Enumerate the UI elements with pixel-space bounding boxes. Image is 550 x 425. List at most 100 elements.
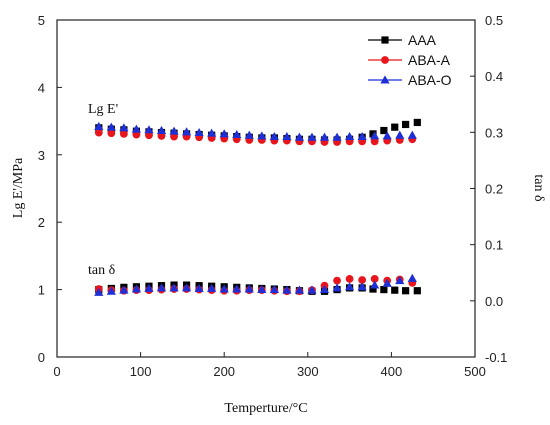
storage-modulus-point — [119, 130, 128, 138]
y-axis-right-title: tan δ — [531, 174, 546, 202]
y-right-tick-label: 0.0 — [485, 294, 503, 309]
tan-delta-point — [244, 284, 254, 293]
storage-modulus-point — [282, 132, 292, 141]
y-left-tick-label: 5 — [38, 13, 45, 28]
legend-marker — [381, 56, 389, 64]
tan-delta-point — [257, 285, 267, 294]
storage-modulus-point — [207, 128, 217, 137]
tan-delta-point — [357, 282, 367, 291]
marks-layer — [94, 118, 421, 296]
legend-label: ABA-O — [408, 72, 452, 88]
tan-delta-point — [369, 285, 377, 293]
storage-modulus-point — [345, 132, 355, 141]
legend-label: ABA-A — [408, 52, 451, 68]
storage-modulus-point — [144, 125, 154, 134]
y-left-tick-label: 4 — [38, 80, 45, 95]
storage-modulus-point — [294, 132, 305, 141]
storage-modulus-point — [380, 126, 388, 135]
ticks-layer: 0 100 200 300 400 500 0 1 2 3 4 5 -0.1 0.0 0.1 0.2 0.3 0.… — [38, 13, 508, 379]
tan-delta-point — [380, 286, 388, 294]
x-tick-label: 200 — [213, 364, 235, 379]
tan-delta-point — [333, 276, 341, 285]
y-left-tick-label: 1 — [38, 283, 45, 298]
tan-delta-point — [94, 287, 104, 296]
legend-label: AAA — [408, 32, 437, 48]
tan-delta-point — [413, 287, 421, 295]
legend: AAA ABA-A ABA-O — [368, 32, 452, 88]
tan-delta-point — [395, 276, 405, 285]
tan-delta-point — [194, 283, 204, 292]
storage-modulus-point — [413, 118, 421, 127]
tan-delta-point — [131, 284, 142, 293]
tan-delta-point — [269, 285, 279, 294]
tan-delta-point — [345, 282, 355, 291]
tan-delta-point — [294, 285, 305, 294]
tan-delta-point — [106, 286, 116, 295]
annotation-tan-delta: tan δ — [88, 263, 116, 278]
storage-modulus-point — [106, 122, 116, 131]
y-left-tick-label: 0 — [38, 350, 45, 365]
storage-modulus-point — [391, 123, 399, 131]
tan-delta-point — [402, 287, 410, 295]
tan-delta-point — [282, 285, 292, 294]
tan-delta-point — [156, 283, 167, 292]
storage-modulus-point — [156, 125, 167, 134]
legend-marker — [380, 75, 390, 84]
tan-delta-point — [345, 275, 354, 283]
storage-modulus-point — [181, 127, 192, 136]
y-left-tick-label: 3 — [38, 148, 45, 163]
storage-modulus-point — [402, 120, 410, 129]
y-right-tick-label: 0.3 — [485, 125, 503, 140]
x-tick-label: 300 — [297, 364, 319, 379]
storage-modulus-point — [169, 126, 179, 135]
storage-modulus-point — [119, 123, 129, 132]
tan-delta-point — [144, 283, 154, 292]
tan-delta-point — [370, 275, 379, 283]
legend-item: AAA — [368, 32, 437, 48]
storage-modulus-point — [269, 132, 279, 141]
x-tick-label: 100 — [130, 364, 152, 379]
tan-delta-point — [307, 285, 317, 294]
tan-delta-point — [382, 278, 392, 287]
x-axis-title: Temperture/°C — [224, 401, 307, 416]
storage-modulus-point — [307, 132, 317, 141]
storage-modulus-point — [232, 129, 242, 139]
storage-modulus-point — [357, 132, 367, 141]
tan-delta-point — [319, 285, 330, 294]
x-tick-label: 500 — [464, 364, 486, 379]
legend-marker — [381, 36, 389, 44]
annotation-storage-modulus: Lg E' — [88, 102, 118, 117]
y-right-tick-label: 0.2 — [485, 182, 503, 197]
tan-delta-point — [119, 285, 129, 294]
tan-delta-point — [207, 283, 217, 292]
tan-delta-point — [407, 273, 417, 282]
storage-modulus-point — [382, 131, 392, 140]
storage-modulus-point — [244, 130, 254, 139]
tan-delta-point — [169, 283, 179, 292]
tan-delta-point — [181, 283, 192, 292]
storage-modulus-point — [319, 132, 330, 141]
storage-modulus-point — [107, 129, 116, 138]
storage-modulus-point — [369, 130, 377, 138]
storage-modulus-point — [94, 121, 104, 130]
tan-delta-point — [232, 284, 242, 293]
y-right-tick-label: 0.4 — [485, 69, 503, 84]
x-tick-label: 0 — [53, 364, 60, 379]
storage-modulus-point — [407, 130, 417, 139]
storage-modulus-point — [194, 127, 204, 137]
series-aba-o — [94, 121, 417, 296]
storage-modulus-point — [332, 132, 342, 141]
y-right-tick-label: 0.5 — [485, 13, 503, 28]
x-tick-label: 400 — [381, 364, 403, 379]
y-right-tick-label: 0.1 — [485, 238, 503, 253]
tan-delta-point — [358, 276, 367, 284]
y-axis-left-title: Lg E'/MPa — [11, 157, 26, 218]
storage-modulus-point — [370, 131, 380, 140]
legend-item: ABA-A — [368, 52, 451, 68]
y-left-tick-label: 2 — [38, 215, 45, 230]
tan-delta-point — [219, 284, 229, 293]
legend-item: ABA-O — [368, 72, 452, 88]
storage-modulus-point — [219, 129, 229, 138]
